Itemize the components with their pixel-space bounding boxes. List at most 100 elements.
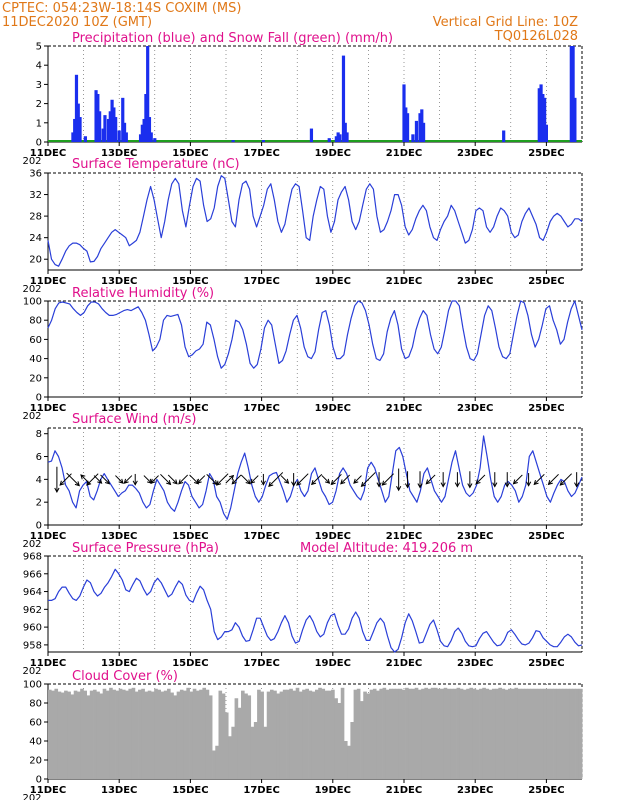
temp-ytick-label: 24 <box>29 233 42 244</box>
precip-bar <box>309 128 314 142</box>
cloud-bar <box>170 692 174 779</box>
wind-arrow-shaft <box>296 473 309 486</box>
cloud-bar <box>388 688 393 779</box>
temp-series-line <box>47 175 583 267</box>
pres-xtick-label: 13DEC <box>101 658 137 669</box>
wind-arrow-head <box>404 483 411 489</box>
wind-arrow-shaft <box>86 473 99 486</box>
cloud-ytick-label: 0 <box>36 775 42 786</box>
wind-ytick-label: 8 <box>36 429 42 440</box>
cloud-bar <box>543 688 548 779</box>
model-altitude-label: Model Altitude: 419.206 m <box>300 541 473 556</box>
pres-ytick-label: 968 <box>23 552 42 563</box>
precip-xtick-label: 21DEC <box>386 148 422 159</box>
wind-arrow-shaft <box>280 475 289 484</box>
cloud-bar <box>202 687 207 779</box>
cloud-bar <box>395 688 400 779</box>
precip-bar <box>96 94 100 142</box>
cloud-bar <box>578 688 583 779</box>
wind-arrow-head <box>123 478 129 484</box>
cloud-bar <box>199 689 203 779</box>
precip-bar <box>404 107 408 142</box>
wind-vectors <box>54 466 580 493</box>
precip-bar <box>537 88 541 142</box>
cloud-bar <box>511 688 515 779</box>
cloud-bar <box>414 687 419 779</box>
cloud-bar <box>167 688 171 779</box>
cloud-bar <box>273 690 277 779</box>
precip-bar <box>405 113 410 142</box>
precip-bar <box>543 97 547 142</box>
wind-series-line <box>47 435 583 520</box>
rh-ytick-label: 80 <box>29 316 42 327</box>
cloud-bar <box>340 687 345 779</box>
wind-arrow-shaft <box>240 474 251 485</box>
cloud-bar <box>128 688 133 779</box>
precip-bar <box>418 113 422 142</box>
pres-ytick-label: 964 <box>23 587 42 598</box>
cloud-bar <box>530 688 535 779</box>
cloud-bar <box>479 688 483 779</box>
wind-arrow-head <box>150 478 156 484</box>
precip-xtick-label: 19DEC <box>315 148 351 159</box>
cloud-bar <box>76 691 81 779</box>
wind-arrow-shaft <box>196 475 206 484</box>
temp-xtick-label: 19DEC <box>315 276 351 287</box>
cloud-bar <box>292 690 297 779</box>
wind-arrow-shaft <box>189 474 199 485</box>
cloud-bar <box>405 687 409 779</box>
wind-arrow-head <box>381 480 387 486</box>
wind-arrow-shaft <box>231 474 242 485</box>
pres-xtick-label: 23DEC <box>457 658 493 669</box>
precip-panel <box>44 45 583 146</box>
rh-year-fragment: 202 <box>22 411 41 422</box>
cloud-bar <box>295 687 300 779</box>
precip-bar <box>140 124 144 142</box>
wind-arrow-head <box>172 479 178 485</box>
precip-bar <box>124 132 128 142</box>
cloud-bar <box>456 687 461 779</box>
precip-bar <box>421 122 426 142</box>
cloud-bar <box>221 693 226 779</box>
wind-arrow-head <box>504 482 510 488</box>
cloud-bar <box>459 688 464 779</box>
cloud-bar <box>527 688 531 779</box>
cloud-bar <box>289 688 293 779</box>
rh-xtick-label: 25DEC <box>528 403 564 414</box>
cloud-bar <box>488 689 493 779</box>
wind-arrow-head <box>228 474 235 480</box>
wind-arrow-head <box>376 482 382 488</box>
pres-xtick-label: 11DEC <box>30 658 66 669</box>
rh-title: Relative Humidity (%) <box>72 286 214 301</box>
rh-xtick-label: 15DEC <box>172 403 208 414</box>
precip-bar <box>573 97 577 142</box>
wind-ytick-label: 2 <box>36 498 42 509</box>
header-model-code: TQ0126L028 <box>494 29 578 44</box>
wind-xtick-label: 13DEC <box>101 531 137 542</box>
precip-ytick-label: 3 <box>36 80 42 91</box>
cloud-bar <box>131 687 136 779</box>
cloud-bar <box>286 689 290 779</box>
precip-ytick-label: 0 <box>36 138 42 149</box>
wind-arrow-head <box>260 480 266 486</box>
temp-xtick-label: 11DEC <box>30 276 66 287</box>
precip-bar <box>261 140 265 142</box>
cloud-bar <box>266 691 271 779</box>
precip-bar <box>345 132 349 142</box>
cloud-bar <box>302 689 306 779</box>
cloud-bar <box>115 690 120 779</box>
precip-bar <box>334 136 338 142</box>
wind-year-fragment: 202 <box>22 539 41 550</box>
wind-arrow-shaft <box>559 473 573 486</box>
cloud-bar <box>430 687 435 779</box>
cloud-bar <box>237 707 242 779</box>
cloud-bar <box>109 687 113 779</box>
precip-xtick-label: 25DEC <box>528 148 564 159</box>
wind-arrow-shaft <box>216 473 229 486</box>
wind-arrow-shaft <box>311 473 323 485</box>
cloud-bar <box>279 691 284 779</box>
precip-xtick-label: 15DEC <box>172 148 208 159</box>
pres-xtick-label: 19DEC <box>315 658 351 669</box>
cloud-bar <box>453 688 457 779</box>
wind-arrow-shaft <box>268 472 284 487</box>
